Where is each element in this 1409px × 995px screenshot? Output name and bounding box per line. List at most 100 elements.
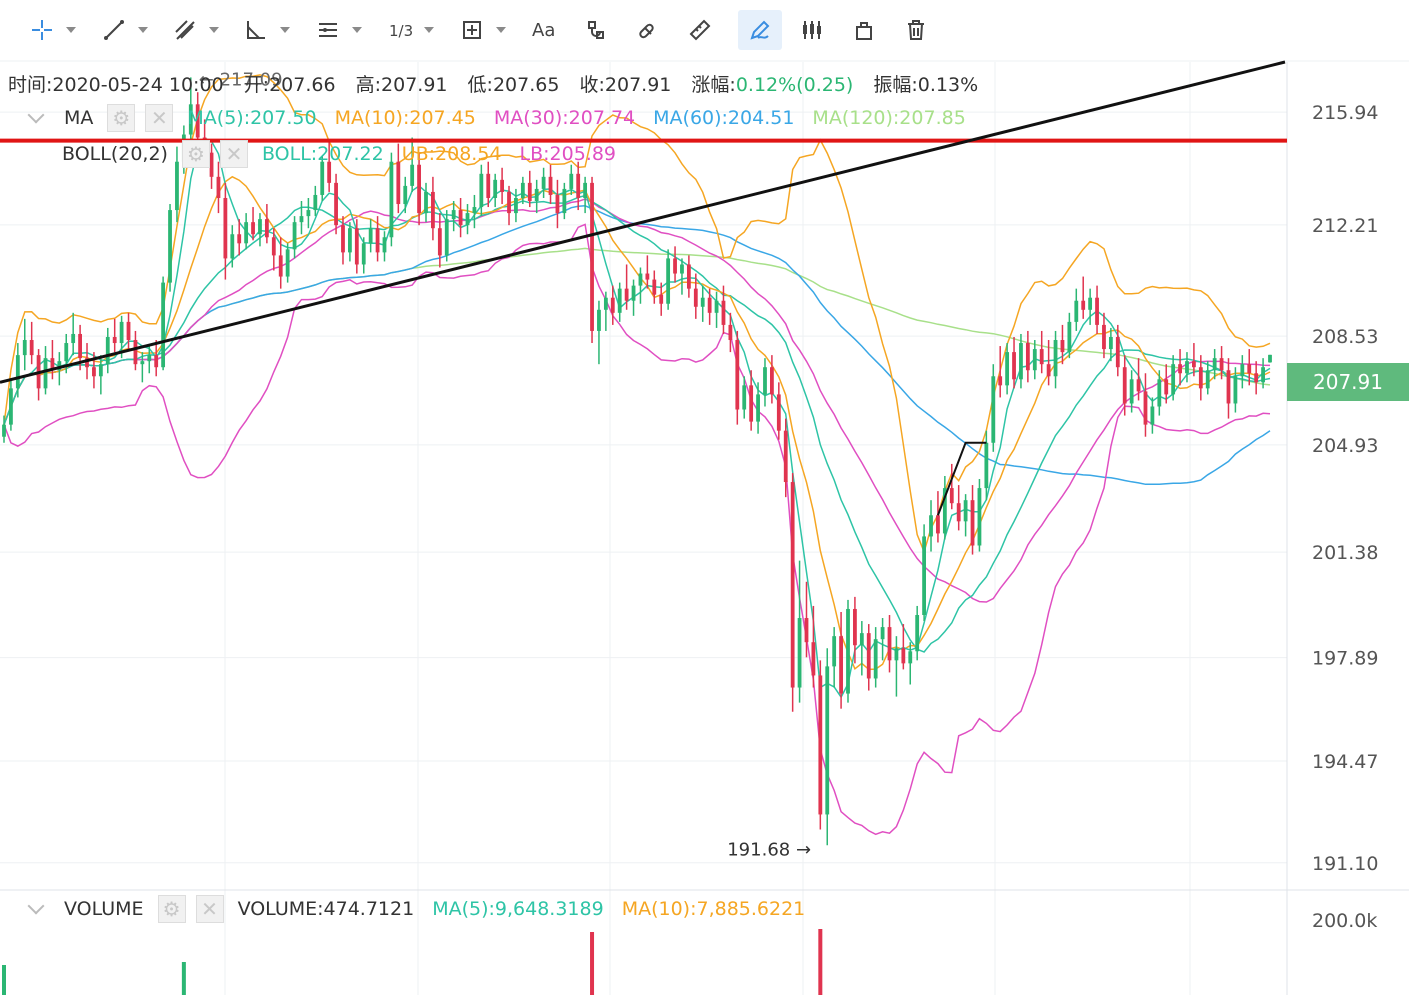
candle-body [645, 273, 650, 280]
candle-body [154, 355, 159, 368]
min-price-label: 191.68 → [727, 839, 811, 860]
ohlc-amplitude: 振幅:0.13% [873, 74, 979, 96]
link-tool[interactable] [626, 10, 670, 50]
ma10-line [3, 175, 1271, 671]
crosshair-tool[interactable] [20, 10, 76, 50]
candle-body [500, 179, 505, 192]
pencil-tool[interactable] [738, 10, 782, 50]
candle-body [1247, 364, 1252, 374]
candle-body [1019, 343, 1023, 380]
candle-body [126, 321, 131, 341]
volume-settings-gear-icon[interactable]: ⚙ [157, 895, 186, 923]
candle-body [666, 258, 671, 304]
text-tool[interactable]: Aa [522, 10, 566, 50]
trash-icon [908, 20, 924, 40]
ruler-tool[interactable] [678, 10, 722, 50]
boll-close-icon[interactable]: ✕ [219, 140, 248, 168]
measure-box-tool[interactable] [450, 10, 506, 50]
candle-body [444, 219, 449, 256]
candle-body [936, 515, 940, 534]
volume-collapse-chevron-icon[interactable] [27, 897, 45, 915]
candle-body [195, 104, 200, 138]
candle-body [9, 388, 13, 425]
candle-body [610, 297, 615, 313]
candle-body [1115, 336, 1120, 368]
trend-line-tool[interactable] [92, 10, 148, 50]
candle-body [1233, 376, 1238, 404]
price-tick-label: 208.53 [1312, 326, 1378, 348]
lock-tool[interactable] [842, 10, 886, 50]
candle-body [804, 618, 809, 643]
angle-icon [247, 21, 265, 39]
parallel-channel-tool[interactable] [163, 10, 219, 50]
dropdown-caret-icon [209, 27, 219, 33]
price-tick-label: 212.21 [1312, 215, 1378, 237]
candle-body [251, 222, 255, 235]
candle-body [880, 627, 885, 640]
pencil-drawing [937, 441, 987, 516]
candle-body [742, 385, 747, 410]
boll-settings-gear-icon[interactable]: ⚙ [181, 140, 210, 168]
fibonacci-tool[interactable]: 1/3 [378, 10, 434, 50]
magnet-icon [588, 21, 604, 39]
candle-body [1150, 406, 1155, 425]
candle-body [866, 633, 871, 679]
candle-body [368, 228, 373, 244]
candle-body [133, 340, 138, 365]
dropdown-caret-icon [352, 27, 362, 33]
ma-legend-value-0: MA(5):207.50 [187, 107, 317, 129]
magnet-tool[interactable] [574, 10, 618, 50]
ma-legend-value-1: MA(10):207.45 [334, 107, 476, 129]
collapse-chevron-icon[interactable] [27, 106, 45, 124]
boll-mid-line [3, 194, 1271, 653]
current-price-tag: 207.91 [1287, 363, 1409, 401]
volume-legend-value-2: MA(10):7,885.6221 [621, 898, 806, 920]
candle-body [507, 191, 511, 214]
candle-body [776, 394, 781, 431]
candle-body [832, 636, 837, 667]
candle-body [43, 358, 48, 389]
candle-body [818, 675, 823, 815]
candle-body [915, 615, 920, 652]
candle-body [673, 258, 677, 274]
ohlc-time: 时间:2020-05-24 10:00 [8, 74, 224, 96]
candle-body [922, 536, 927, 616]
candle-body [998, 376, 1003, 386]
pencil-icon [750, 20, 770, 40]
candle-body [659, 294, 664, 304]
candle-body [680, 264, 684, 274]
candle-body [714, 300, 719, 313]
price-tick-label: 201.38 [1312, 542, 1378, 564]
volume-close-icon[interactable]: ✕ [195, 895, 224, 923]
candle-body [188, 104, 193, 135]
ma-settings-gear-icon[interactable]: ⚙ [107, 104, 136, 132]
candle-body [929, 515, 933, 537]
candle-body [991, 376, 996, 443]
candle-body [873, 639, 878, 679]
trash-tool[interactable] [894, 10, 938, 50]
candle-body [1164, 379, 1169, 395]
candle-body [285, 249, 290, 277]
candle-body [264, 219, 269, 238]
candle-body [1088, 297, 1093, 310]
volume-tick-label: 200.0k [1312, 910, 1377, 932]
horizontal-lines-tool[interactable] [306, 10, 362, 50]
candle-body [1226, 370, 1231, 404]
candle-body [1095, 297, 1099, 325]
candle-body [389, 161, 394, 238]
candle-body [424, 191, 428, 214]
candle-body [327, 161, 332, 183]
ma-close-icon[interactable]: ✕ [145, 104, 174, 132]
svg-text:1/3: 1/3 [389, 22, 412, 40]
candles-tool[interactable] [790, 10, 834, 50]
candle-body [839, 636, 843, 694]
candle-body [306, 210, 311, 217]
boll-legend: BOLL(20,2) ⚙ ✕ BOLL:207.22 UB:208.54 LB:20… [62, 140, 634, 168]
candle-body [465, 213, 470, 226]
candle-body [271, 237, 276, 256]
angle-tool[interactable] [234, 10, 290, 50]
candle-body [1157, 379, 1162, 407]
candle-body [92, 367, 96, 377]
candle-body [1039, 349, 1044, 365]
